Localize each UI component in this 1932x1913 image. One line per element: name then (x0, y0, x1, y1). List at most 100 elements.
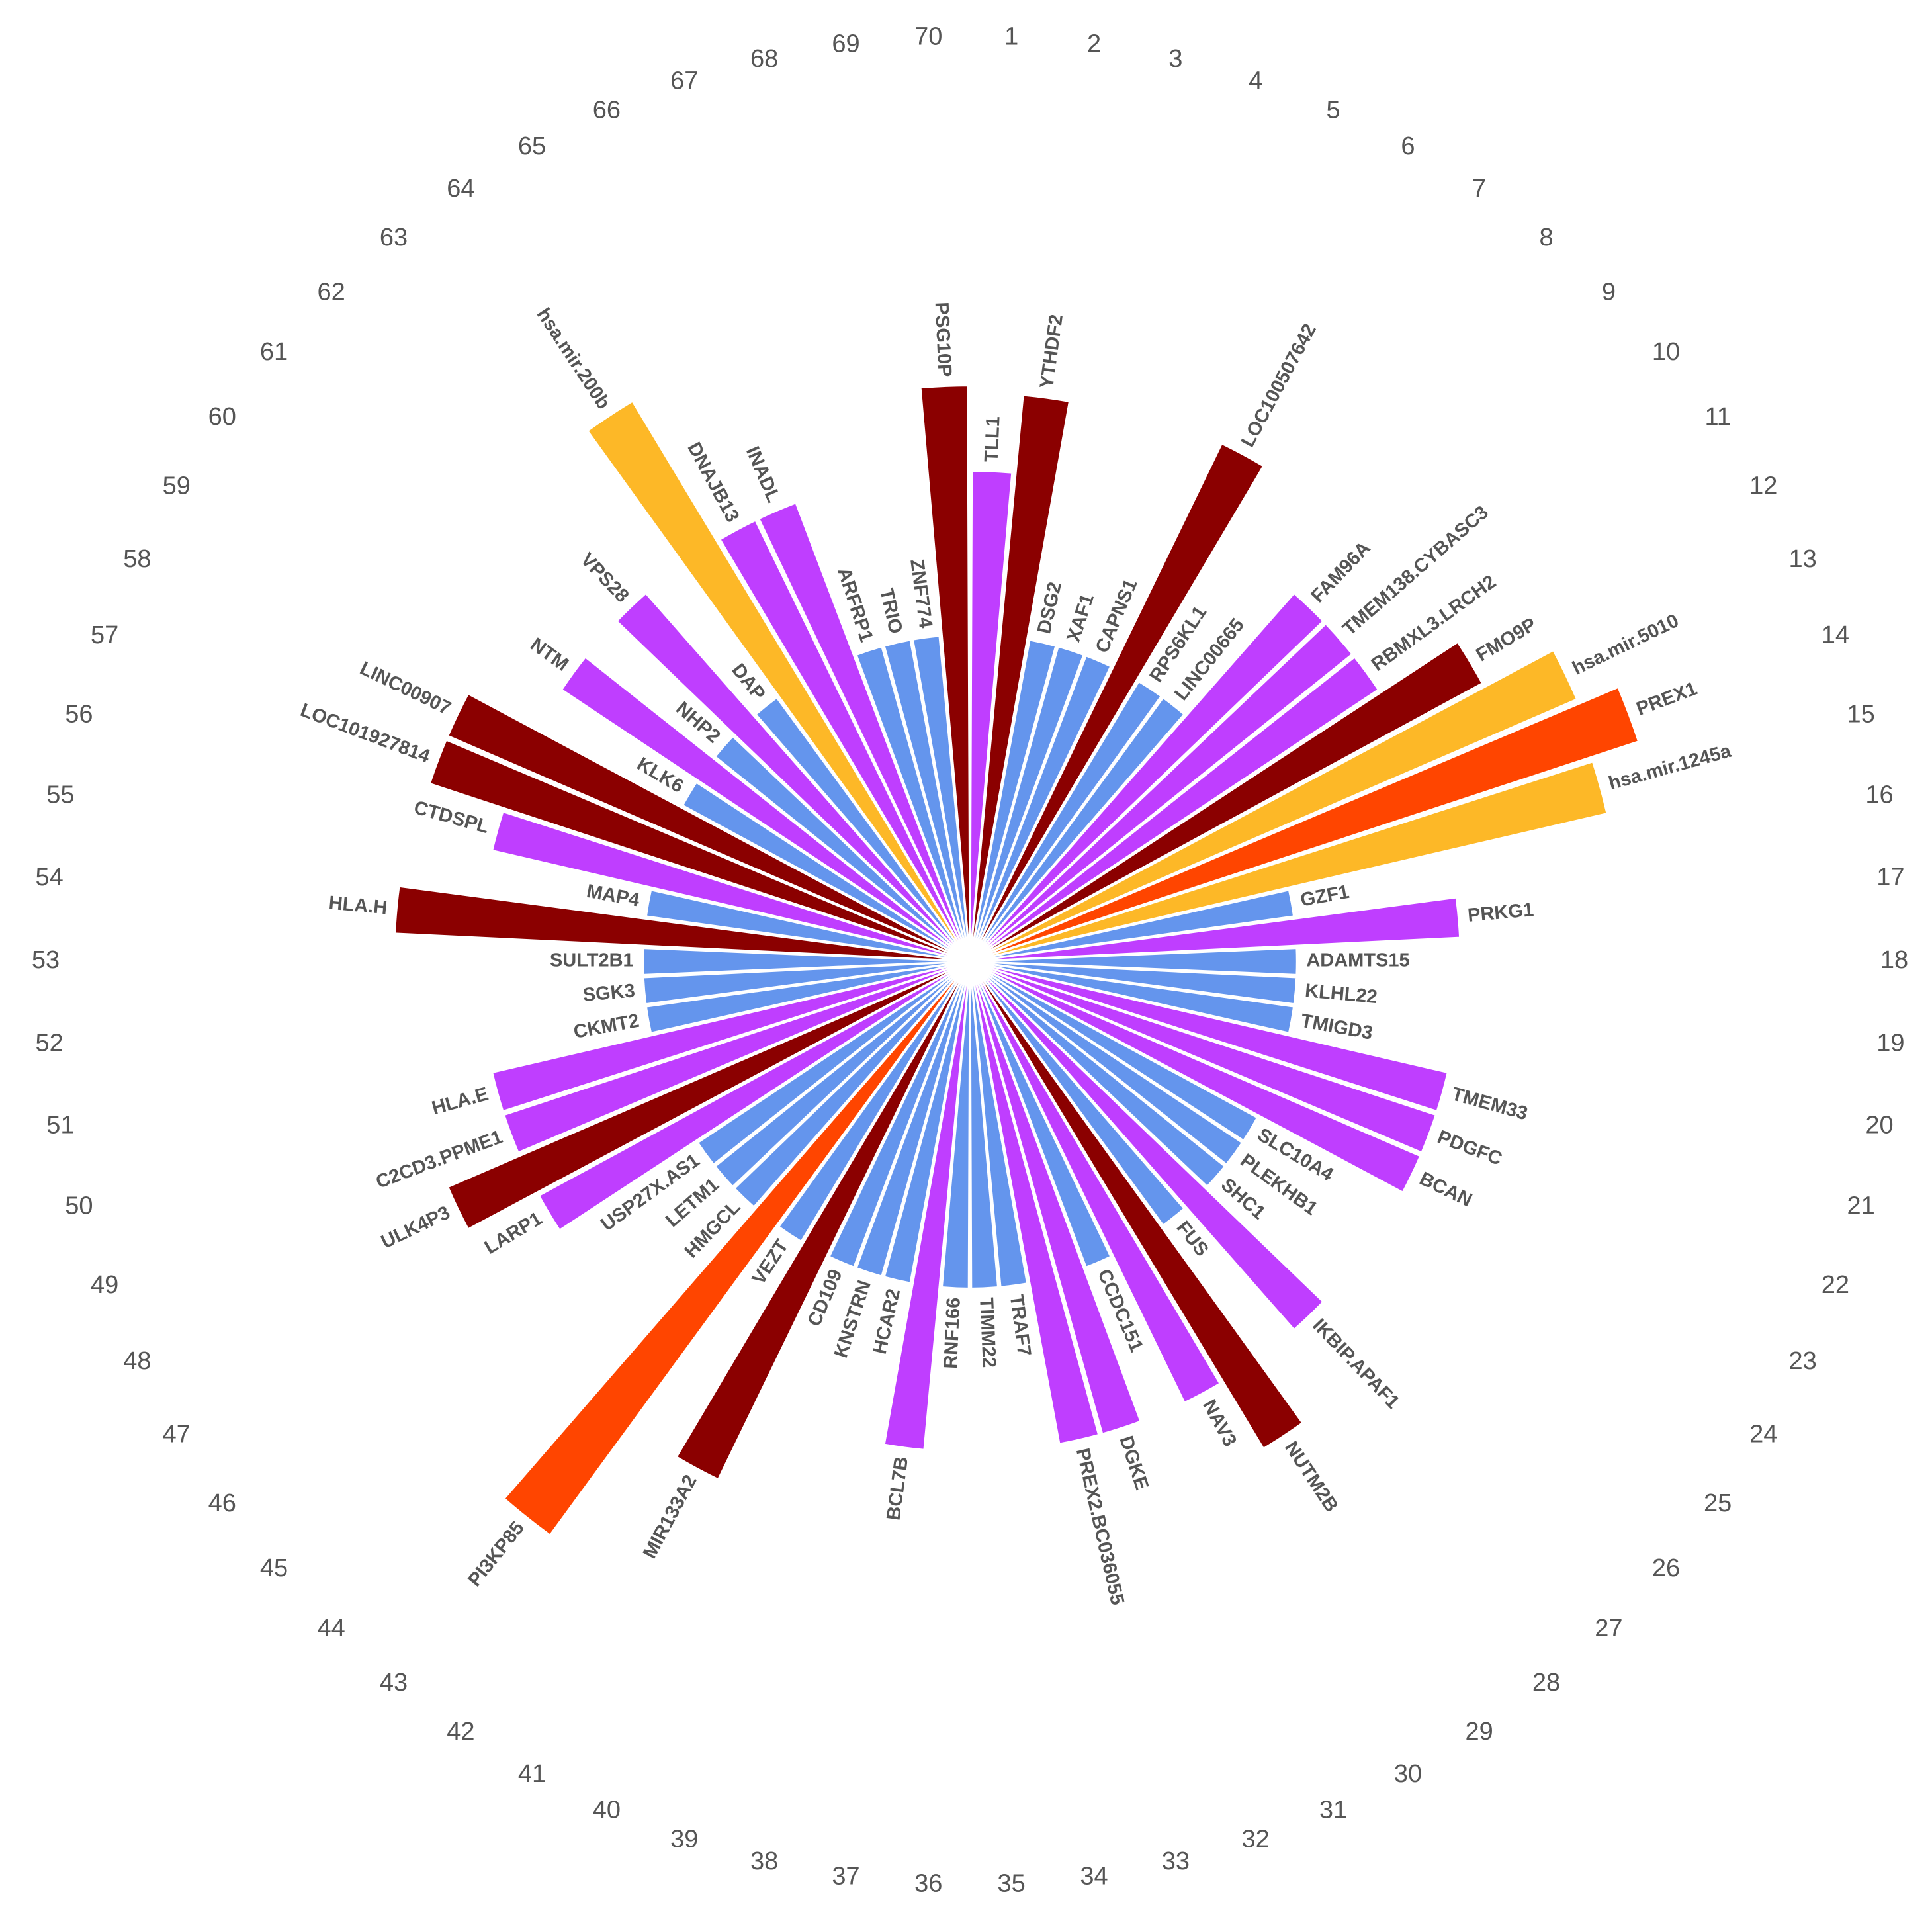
gene-label: CTDSPL (412, 797, 491, 838)
bar (490, 960, 971, 1113)
gene-label: BCAN (1416, 1168, 1475, 1211)
gene-label: SULT2B1 (550, 950, 634, 971)
bar (428, 738, 971, 963)
gene-label: PREX2.BC036055 (1072, 1446, 1128, 1607)
bar (969, 645, 1085, 962)
gene-label: HLA.H (328, 893, 388, 919)
slot-label: 9 (1602, 278, 1616, 306)
gene-label: PDGFC (1434, 1126, 1505, 1170)
gene-label: DSG2 (1033, 580, 1066, 636)
bar (969, 961, 1000, 1290)
gene-label: MAP4 (585, 881, 641, 911)
bar (828, 961, 971, 1269)
bar (911, 635, 971, 962)
gene-label: PI3KP85 (464, 1517, 528, 1591)
bar (446, 692, 971, 963)
bar (969, 961, 1304, 1450)
slot-label: 65 (518, 132, 546, 160)
gene-label: VPS28 (576, 549, 633, 607)
bar (855, 645, 971, 962)
slot-label: 35 (998, 1870, 1026, 1898)
slot-label: 22 (1822, 1271, 1849, 1299)
gene-label: NTM (526, 634, 572, 676)
slot-label: 21 (1847, 1192, 1875, 1220)
slot-label: 30 (1394, 1760, 1422, 1788)
slot-label: 8 (1539, 224, 1553, 251)
bar (969, 655, 1380, 963)
gene-label: hsa.mir.1245a (1606, 740, 1734, 795)
gene-label: YTHDF2 (1036, 313, 1067, 390)
bar (969, 960, 1422, 1194)
slot-label: 59 (163, 472, 191, 500)
slot-label: 10 (1652, 338, 1680, 366)
bar (969, 696, 1186, 962)
slot-label: 60 (208, 403, 236, 431)
bar (883, 961, 971, 1451)
gene-label: hsa.mir.5010 (1569, 610, 1683, 679)
slot-label: 6 (1401, 132, 1415, 160)
slot-label: 38 (750, 1847, 778, 1875)
bar (969, 960, 1438, 1154)
bar (969, 960, 1450, 1113)
gene-label: TRIO (875, 586, 906, 636)
bar (969, 648, 1579, 963)
bar (969, 961, 1186, 1227)
slot-label: 39 (670, 1826, 698, 1853)
gene-label: hsa.mir.200b (533, 304, 615, 413)
slot-label: 40 (593, 1797, 621, 1824)
slot-label: 2 (1087, 30, 1101, 58)
gene-label: CKMT2 (572, 1010, 640, 1043)
slot-label: 55 (46, 781, 74, 809)
gene-label: LOC100507642 (1237, 320, 1321, 451)
gene-label: PSG10P (931, 302, 955, 377)
bar (675, 961, 971, 1481)
bar (969, 961, 1100, 1445)
gene-label: ZNF774 (906, 558, 936, 629)
gene-label: FMO9P (1473, 614, 1540, 666)
gene-label: HLA.E (429, 1083, 490, 1119)
bar (969, 592, 1325, 963)
slot-label: 61 (260, 338, 288, 366)
bar (754, 696, 971, 962)
gene-label: HCAR2 (869, 1287, 904, 1357)
gene-label: PREX1 (1634, 678, 1700, 720)
gene-label: XAF1 (1063, 592, 1098, 645)
slot-label: 19 (1876, 1029, 1904, 1057)
bar (394, 885, 971, 963)
slot-label: 46 (208, 1490, 236, 1517)
bar (969, 960, 1227, 1188)
gene-label: ULK4P3 (378, 1202, 453, 1253)
slot-label: 4 (1249, 67, 1262, 95)
slot-label: 67 (670, 67, 698, 95)
slot-label: 53 (32, 946, 60, 974)
gene-label: DGKE (1116, 1433, 1153, 1493)
slot-label: 20 (1865, 1111, 1893, 1139)
slot-label: 29 (1465, 1718, 1493, 1746)
bar (732, 960, 971, 1209)
slot-label: 58 (123, 545, 151, 573)
bar (969, 961, 1029, 1288)
bar (969, 960, 1244, 1166)
slot-label: 14 (1822, 621, 1849, 649)
bar (969, 960, 1259, 1142)
slot-label: 45 (260, 1554, 288, 1582)
gene-label: INADL (742, 443, 784, 506)
slot-label: 51 (46, 1111, 74, 1139)
slot-label: 69 (832, 30, 859, 58)
slot-label: 36 (914, 1870, 942, 1898)
gene-label: NUTM2B (1280, 1438, 1342, 1516)
slot-label: 7 (1472, 175, 1486, 202)
bar (446, 960, 971, 1231)
gene-label: RNF166 (940, 1297, 965, 1369)
slot-label: 3 (1168, 45, 1182, 73)
gene-label: ADAMTS15 (1306, 950, 1409, 971)
slot-label: 11 (1704, 403, 1730, 431)
bar (490, 810, 971, 963)
gene-label: NAV3 (1198, 1396, 1241, 1450)
slot-label: 27 (1595, 1615, 1622, 1642)
gene-label: FAM96A (1307, 537, 1375, 607)
slot-label: 52 (35, 1029, 63, 1057)
bar (919, 384, 971, 962)
slot-label: 43 (380, 1669, 408, 1697)
bar (681, 781, 971, 963)
